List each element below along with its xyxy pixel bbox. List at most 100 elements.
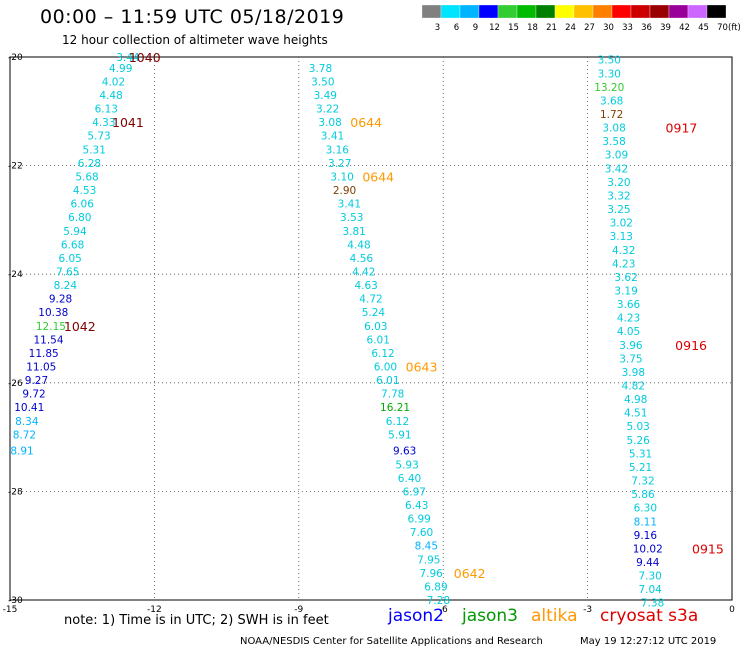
swh-value: 6.00 [374, 362, 397, 374]
swh-value: 4.02 [102, 76, 125, 88]
swh-value: 9.72 [22, 389, 45, 401]
swh-value: 3.49 [314, 90, 337, 102]
mission-jason2: jason2 [388, 606, 444, 626]
swh-value: 3.78 [309, 63, 332, 75]
swh-value: 5.94 [63, 226, 87, 238]
swh-value: 3.96 [619, 340, 643, 352]
swh-value: 6.03 [364, 321, 387, 333]
swh-value: 5.26 [626, 435, 650, 447]
swh-value: 3.50 [598, 55, 621, 67]
lat-tick-label: -30 [8, 596, 23, 606]
legend-swatch [497, 4, 518, 19]
color-legend: 3 6 9 12 15 18 21 24 27 30 33 36 39 42 45 70 (ft) [421, 4, 740, 33]
map-frame [9, 56, 733, 601]
swh-value: 3.42 [605, 163, 628, 175]
lon-tick-label: -12 [147, 605, 162, 615]
legend-swatch [687, 4, 708, 19]
swh-value: 3.25 [607, 204, 630, 216]
swh-value: 4.48 [347, 239, 370, 251]
swh-value: 8.11 [634, 516, 657, 528]
swh-value: 3.44 [116, 52, 140, 64]
swh-value: 4.82 [622, 381, 645, 393]
swh-value: 7.78 [381, 389, 404, 401]
swh-value: 3.66 [617, 299, 641, 311]
swh-value: 3.27 [328, 158, 351, 170]
legend-swatch [649, 4, 670, 19]
legend-label: 9 [473, 23, 478, 33]
swh-value: 4.51 [624, 408, 647, 420]
swh-value: 4.33 [92, 117, 115, 129]
swh-value: 3.53 [340, 212, 363, 224]
swh-value: 3.41 [338, 199, 361, 211]
swh-value: 4.53 [73, 185, 96, 197]
axis-ticks: -15 -12 -9 -6 -3 0-20-22-24-26-28-30 [3, 53, 735, 615]
swh-value: 6.40 [398, 473, 421, 485]
swh-value: 3.50 [311, 76, 334, 88]
swh-value: 5.68 [75, 171, 98, 183]
swh-value: 3.13 [610, 231, 633, 243]
swh-value: 3.19 [614, 285, 637, 297]
lon-tick-label: -9 [294, 605, 303, 615]
legend-swatch [421, 4, 442, 19]
swh-value: 6.13 [95, 104, 118, 116]
swh-value: 9.63 [393, 446, 416, 458]
satellite-tracks: 3.444.994.024.486.134.335.735.316.285.68… [10, 50, 724, 610]
pass-time-label: 0643 [406, 360, 438, 375]
map-grid [10, 57, 732, 600]
legend-swatch [573, 4, 594, 19]
swh-value: 6.68 [61, 239, 84, 251]
legend-label: 70 [717, 23, 728, 33]
swh-value: 9.28 [49, 294, 72, 306]
swh-value: 3.08 [602, 123, 625, 135]
legend-swatch [554, 4, 575, 19]
legend-label: 24 [565, 23, 576, 33]
legend-swatch [440, 4, 461, 19]
pass-time-label: 1041 [112, 115, 144, 130]
generated-timestamp: May 19 12:27:12 UTC 2019 [580, 636, 717, 647]
legend-swatch [668, 4, 689, 19]
swh-value: 4.72 [359, 294, 382, 306]
credit-line: NOAA/NESDIS Center for Satellite Applica… [240, 636, 543, 647]
map-border [9, 56, 733, 601]
swh-value: 5.21 [629, 462, 652, 474]
swh-value: 8.34 [15, 416, 39, 428]
swh-value: 7.38 [641, 598, 664, 610]
swh-value: 4.98 [624, 394, 647, 406]
pass-time-label: 0644 [350, 115, 382, 130]
page-title: 00:00 – 11:59 UTC 05/18/2019 [40, 6, 345, 28]
swh-value: 3.41 [321, 131, 344, 143]
legend-label: 3 [435, 23, 440, 33]
swh-value: 7.28 [427, 595, 450, 607]
swh-value: 5.03 [626, 421, 649, 433]
swh-value: 7.30 [638, 571, 661, 583]
legend-label: 15 [508, 23, 519, 33]
swh-value: 4.63 [354, 280, 377, 292]
swh-value: 4.23 [617, 313, 640, 325]
swh-value: 11.54 [33, 334, 63, 346]
swh-value: 5.91 [388, 429, 411, 441]
lat-tick-label: -26 [8, 379, 23, 389]
legend-label: 45 [698, 23, 709, 33]
lat-tick-label: -28 [8, 487, 23, 497]
swh-value: 3.32 [607, 190, 630, 202]
swh-value: 6.30 [634, 503, 657, 515]
page-subtitle: 12 hour collection of altimeter wave hei… [62, 33, 328, 47]
legend-swatch [478, 4, 499, 19]
swh-value: 11.85 [29, 348, 59, 360]
swh-value: 4.42 [352, 266, 375, 278]
track-2: 3.503.30 13.203.68 1.72 3.083.58 3.093.42 3.2… [594, 55, 724, 610]
swh-value: 4.48 [99, 90, 122, 102]
swh-value: 5.93 [395, 459, 418, 471]
swh-value: 6.01 [367, 334, 390, 346]
swh-value: 6.01 [376, 375, 399, 387]
swh-value: 9.16 [634, 530, 658, 542]
swh-value: 3.30 [598, 68, 621, 80]
pass-time-label: 1042 [64, 319, 96, 334]
legend-swatch [535, 4, 556, 19]
swh-value: 3.08 [318, 117, 341, 129]
swh-value: 7.96 [419, 568, 443, 580]
swh-value: 6.97 [403, 486, 426, 498]
pass-time-label: 0917 [666, 121, 698, 136]
swh-value: 16.21 [380, 402, 410, 414]
